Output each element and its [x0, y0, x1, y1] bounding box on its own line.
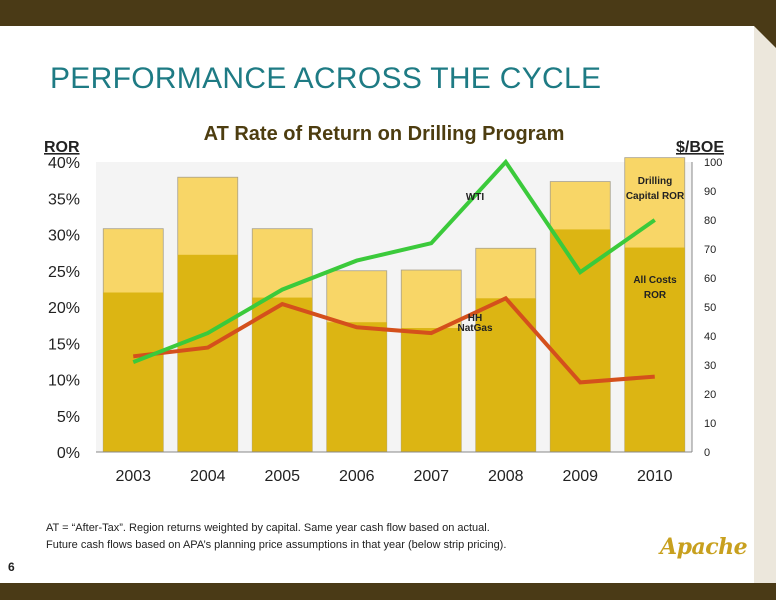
footnote-line-1: AT = “After-Tax”. Region returns weighte… [46, 522, 490, 534]
y-tick-30%: 30% [48, 228, 80, 245]
bar-all-costs-2003 [103, 292, 164, 452]
x-tick-2009: 2009 [562, 468, 598, 485]
hh-label-line1: HH [468, 313, 482, 324]
y2-tick-10: 10 [704, 418, 716, 430]
top-band [0, 0, 776, 26]
y2-tick-100: 100 [704, 157, 722, 169]
x-tick-2008: 2008 [488, 468, 524, 485]
y2-tick-40: 40 [704, 331, 716, 343]
page-number: 6 [8, 560, 15, 574]
page-title: PERFORMANCE ACROSS THE CYCLE [50, 62, 602, 95]
y2-axis-label: $/BOE [676, 139, 724, 156]
y2-tick-0: 0 [704, 447, 710, 459]
x-tick-2004: 2004 [190, 468, 226, 485]
y-tick-20%: 20% [48, 300, 80, 317]
y-tick-5%: 5% [57, 409, 80, 426]
drilling-label-line2: Capital ROR [626, 191, 685, 202]
allcosts-label-line1: All Costs [633, 275, 677, 286]
y2-tick-70: 70 [704, 244, 716, 256]
bars-group [102, 157, 686, 453]
right-edge-strip [754, 26, 776, 583]
y-tick-25%: 25% [48, 264, 80, 281]
axes-group [96, 162, 693, 453]
x-tick-labels: 2003 2004 2005 2006 2007 2008 2009 2010 [115, 468, 672, 485]
y-tick-labels: 0% 5% 10% 15% 20% 25% 30% 35% 40% [48, 155, 80, 462]
y-tick-0%: 0% [57, 445, 80, 462]
x-tick-2006: 2006 [339, 468, 375, 485]
x-tick-2003: 2003 [115, 468, 151, 485]
x-tick-2005: 2005 [264, 468, 300, 485]
bar-all-costs-2008 [475, 298, 536, 452]
y2-tick-30: 30 [704, 360, 716, 372]
bar-all-costs-2009 [550, 229, 611, 452]
y2-tick-80: 80 [704, 215, 716, 227]
y-tick-35%: 35% [48, 191, 80, 208]
y-tick-40%: 40% [48, 155, 80, 172]
allcosts-label-line2: ROR [644, 290, 667, 301]
bar-all-costs-2010 [624, 247, 685, 452]
y-tick-10%: 10% [48, 373, 80, 390]
y2-tick-labels: 0 10 20 30 40 50 60 70 80 90 100 [704, 157, 722, 459]
drilling-label-line1: Drilling [638, 176, 672, 187]
ror-chart: 0% 5% 10% 15% 20% 25% 30% 35% 40% 0 10 20 30 40 50 60 7… [44, 123, 724, 485]
y2-tick-90: 90 [704, 186, 716, 198]
chart-title: AT Rate of Return on Drilling Program [204, 123, 565, 145]
hh-natgas-line [133, 295, 655, 385]
wti-line [132, 158, 656, 364]
page-curl-corner [754, 26, 776, 48]
bar-all-costs-2005 [252, 297, 313, 452]
x-tick-2010: 2010 [637, 468, 673, 485]
y2-tick-20: 20 [704, 389, 716, 401]
apache-logo: Apache [660, 534, 748, 560]
wti-label: WTI [466, 192, 485, 203]
bar-all-costs-2004 [177, 254, 238, 452]
hh-label-line2: NatGas [457, 323, 492, 334]
bar-all-costs-2006 [326, 322, 387, 452]
footnote: AT = “After-Tax”. Region returns weighte… [46, 520, 506, 554]
y2-tick-50: 50 [704, 302, 716, 314]
y2-tick-60: 60 [704, 273, 716, 285]
x-tick-2007: 2007 [413, 468, 449, 485]
footnote-line-2: Future cash flows based on APA’s plannin… [46, 539, 507, 551]
bar-all-costs-2007 [401, 328, 462, 452]
bottom-band [0, 583, 776, 600]
y-tick-15%: 15% [48, 336, 80, 353]
y-axis-label: ROR [44, 139, 80, 156]
lines-group [132, 158, 656, 385]
